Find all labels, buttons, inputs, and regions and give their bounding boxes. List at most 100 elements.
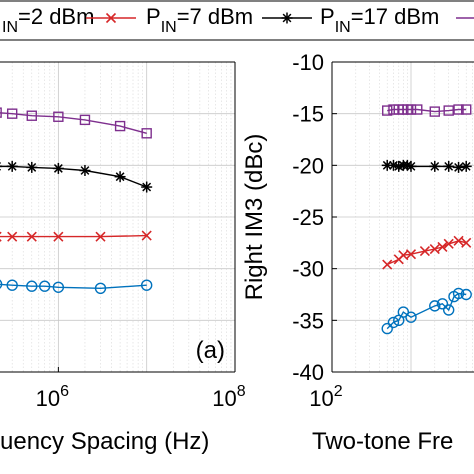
data-point-x-stroke xyxy=(429,243,440,255)
x-tick-label: 102 xyxy=(309,383,342,411)
x-tick-base: 10 xyxy=(212,386,236,411)
data-point-square xyxy=(412,104,423,115)
y-tick-label: -25 xyxy=(292,205,324,230)
data-point-star-stroke xyxy=(406,161,416,171)
axes: -10 -15 -20 -25 -30 -35 -4010210 Two-tone Fre Ri… xyxy=(241,50,474,455)
data-point-square xyxy=(114,120,126,132)
data-point-circle xyxy=(6,279,18,291)
data-point-star xyxy=(114,171,126,183)
data-point-x xyxy=(405,249,417,260)
data-point-circle xyxy=(0,279,3,289)
y-axis-label: Right IM3 (dBc) xyxy=(241,134,268,301)
data-point-x xyxy=(453,235,464,246)
series-line-star xyxy=(0,165,147,188)
series-circle xyxy=(0,279,153,294)
x-tick-label: 106 xyxy=(36,383,69,411)
data-point-square xyxy=(6,108,18,119)
data-point-circle xyxy=(452,287,465,300)
data-point-star-stroke xyxy=(27,162,37,172)
data-point-x xyxy=(95,231,106,242)
data-point-x-stroke xyxy=(53,231,64,242)
x-tick-base: 10 xyxy=(309,386,333,411)
data-point-x-stroke xyxy=(382,259,393,270)
data-point-circle xyxy=(38,280,51,292)
legend-p: P xyxy=(146,4,161,29)
data-point-star xyxy=(429,160,441,172)
data-point-star-stroke xyxy=(7,161,17,171)
y-tick-label: -10 xyxy=(292,50,324,75)
data-point-star-stroke xyxy=(402,160,412,170)
data-point-square xyxy=(141,128,152,139)
data-point-circle xyxy=(140,279,153,291)
y-tick-label: -20 xyxy=(292,153,324,178)
data-point-star-stroke xyxy=(461,161,471,171)
data-point-circle xyxy=(397,306,410,318)
data-point-star xyxy=(52,162,64,174)
data-point-x-stroke xyxy=(26,231,37,242)
x-tick-exponent: 2 xyxy=(334,383,343,400)
data-point-x xyxy=(419,246,430,257)
x-axis-label: uency Spacing (Hz) xyxy=(0,428,209,455)
data-point-x-stroke xyxy=(453,235,464,246)
legend-subscript: IN xyxy=(161,19,177,36)
data-point-square xyxy=(0,107,2,118)
data-point-square xyxy=(405,104,417,115)
data-point-square xyxy=(453,104,464,115)
data-point-square xyxy=(429,106,440,117)
series-square xyxy=(0,107,152,139)
data-point-star-stroke xyxy=(454,162,463,172)
legend-label-7dbm: PIN=7 dBm xyxy=(146,4,253,36)
data-point-star-stroke xyxy=(80,166,90,175)
legend-box xyxy=(0,0,474,41)
data-point-circle xyxy=(436,298,449,310)
data-point-star-stroke xyxy=(142,182,152,192)
data-point-circle xyxy=(442,304,455,316)
data-point-x-stroke xyxy=(461,237,472,248)
data-point-x-stroke xyxy=(405,249,417,260)
data-point-x xyxy=(461,237,472,248)
data-point-x xyxy=(7,231,18,242)
x-tick-label: 108 xyxy=(212,383,245,411)
y-tick-label: -40 xyxy=(292,360,324,385)
grid xyxy=(0,61,235,373)
data-point-x-stroke xyxy=(95,231,106,242)
data-point-star xyxy=(405,160,417,172)
data-point-circle xyxy=(26,280,38,292)
panel-b-chart: -10 -15 -20 -25 -30 -35 -4010210 Two-tone Fre Ri… xyxy=(241,50,474,455)
x-tick-exponent: 6 xyxy=(60,383,69,400)
legend-p: P xyxy=(320,4,335,29)
data-point-star xyxy=(6,160,18,172)
data-point-square xyxy=(382,105,393,116)
series-x xyxy=(0,230,152,242)
legend-value: =7 dBm xyxy=(177,4,253,29)
legend-label-2dbm: IN=2 dBm xyxy=(2,4,94,36)
legend-marker-x xyxy=(105,12,117,24)
data-point-star xyxy=(26,161,38,173)
data-point-circle xyxy=(387,316,400,329)
data-point-x-stroke xyxy=(419,246,430,257)
data-point-x xyxy=(141,230,152,241)
data-point-x xyxy=(53,231,64,242)
y-tick-label: -15 xyxy=(292,102,324,127)
series-star xyxy=(381,159,472,173)
data-point-star xyxy=(443,160,455,172)
data-point-x-stroke xyxy=(398,250,409,261)
series-star xyxy=(0,160,153,193)
legend-subscript: IN xyxy=(2,19,18,36)
data-point-star-stroke xyxy=(430,161,440,171)
legend-label-17dbm: PIN=17 dBm xyxy=(320,4,439,36)
data-point-star-stroke xyxy=(115,172,125,182)
data-point-star-stroke xyxy=(382,160,392,170)
data-point-star-stroke xyxy=(444,161,454,171)
data-point-circle xyxy=(405,311,417,323)
data-point-square xyxy=(443,105,454,116)
series-line-square xyxy=(387,108,467,113)
series-circle xyxy=(381,287,472,335)
series-square xyxy=(382,104,472,117)
data-point-circle xyxy=(429,300,441,312)
data-point-square xyxy=(26,110,37,121)
data-point-square xyxy=(388,104,399,115)
